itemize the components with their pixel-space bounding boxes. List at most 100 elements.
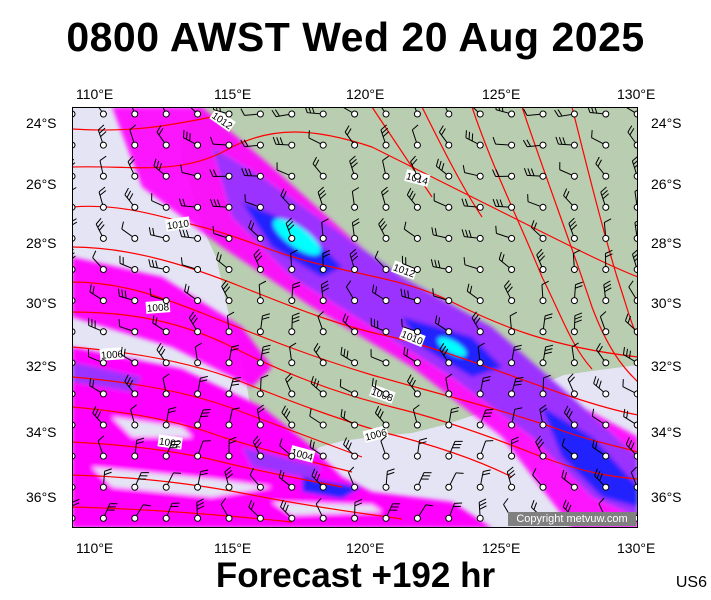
- wind-barb: [162, 472, 182, 491]
- wind-barb: [410, 155, 421, 180]
- wind-barb: [532, 467, 547, 491]
- wind-barb: [253, 248, 264, 273]
- wind-barb: [120, 346, 139, 367]
- lon-label-115-bottom: 115°E: [214, 540, 252, 556]
- wind-barb: [92, 250, 107, 273]
- wind-barb: [127, 155, 139, 180]
- wind-barb: [311, 468, 327, 491]
- wind-barb: [308, 130, 327, 149]
- wind-barb: [374, 250, 390, 273]
- wind-barb: [559, 162, 578, 180]
- model-code: US6: [675, 574, 707, 591]
- map-frame: [72, 107, 638, 528]
- lon-label-120-bottom: 120°E: [346, 540, 385, 556]
- wind-barb: [313, 342, 327, 367]
- wind-barb: [162, 373, 170, 398]
- wind-barb: [561, 438, 578, 460]
- wind-barb: [288, 249, 298, 273]
- wind-barb: [285, 217, 296, 242]
- wind-barb: [351, 218, 360, 242]
- wind-barb: [407, 374, 421, 398]
- wind-barb: [220, 498, 233, 522]
- wind-barb: [240, 108, 264, 118]
- lat-label-32-right: 32°S: [651, 358, 682, 374]
- wind-barb: [241, 168, 264, 180]
- wind-barb: [445, 472, 464, 491]
- wind-barb: [599, 311, 610, 336]
- wind-barb: [178, 229, 202, 242]
- wind-barb: [380, 435, 390, 460]
- wind-barb: [570, 342, 579, 367]
- svg-text:1006: 1006: [101, 349, 124, 362]
- lat-label-28-right: 28°S: [651, 235, 682, 251]
- wind-barb: [413, 504, 434, 522]
- wind-barb: [152, 315, 170, 336]
- lat-label-32-left: 32°S: [26, 358, 57, 374]
- wind-barb: [72, 386, 76, 398]
- wind-barb: [130, 404, 139, 429]
- wind-barb: [131, 437, 145, 460]
- lat-label-30-right: 30°S: [651, 295, 682, 311]
- wind-barb: [194, 342, 203, 367]
- wind-barb: [184, 283, 202, 305]
- wind-barb: [508, 344, 522, 367]
- wind-barb: [224, 466, 233, 491]
- wind-barb: [72, 320, 76, 336]
- lon-label-110-bottom: 110°E: [76, 540, 114, 556]
- wind-barb: [380, 124, 390, 149]
- lon-label-110-top: 110°E: [76, 86, 114, 102]
- wind-barb: [411, 107, 421, 118]
- wind-barb: [72, 286, 76, 305]
- wind-barb: [117, 288, 139, 305]
- wind-barb: [535, 435, 547, 460]
- wind-barb: [162, 440, 180, 460]
- wind-barb: [522, 139, 547, 149]
- wind-barb: [288, 281, 301, 305]
- wind-barb: [461, 229, 484, 242]
- lon-label-130-bottom: 130°E: [617, 540, 656, 556]
- wind-barb: [194, 498, 205, 522]
- wind-barb: [121, 221, 139, 242]
- precip-band-a: [112, 107, 638, 528]
- wind-barb: [288, 312, 300, 336]
- wind-barb: [406, 187, 421, 211]
- wind-barb: [225, 436, 237, 460]
- wind-barb: [188, 311, 202, 336]
- wind-barb: [124, 187, 139, 211]
- wind-barb: [240, 139, 264, 149]
- wind-barb: [349, 248, 359, 273]
- wind-barb: [411, 124, 421, 149]
- wind-barb: [382, 468, 395, 491]
- wind-barb: [561, 469, 578, 491]
- wind-barb: [180, 257, 202, 273]
- svg-text:1010: 1010: [166, 218, 190, 232]
- wind-barb: [119, 255, 139, 273]
- wind-barb: [271, 109, 296, 118]
- wind-barb: [476, 440, 494, 460]
- wind-barb: [148, 259, 170, 273]
- wind-barb: [185, 107, 202, 118]
- wind-barb: [344, 125, 359, 149]
- wind-barb: [476, 498, 487, 522]
- wind-barb: [476, 342, 485, 367]
- wind-barb: [445, 502, 463, 522]
- wind-barb: [508, 407, 523, 429]
- wind-barb: [72, 472, 76, 491]
- isobar-label: 1002: [157, 434, 183, 451]
- wind-barb: [401, 318, 421, 336]
- wind-barb: [461, 198, 484, 211]
- wind-barb: [600, 186, 610, 211]
- wind-barb: [596, 343, 610, 367]
- wind-barb: [432, 288, 453, 305]
- wind-barb: [492, 198, 516, 211]
- wind-barb: [593, 376, 610, 398]
- isobar-label: 1010: [165, 216, 191, 232]
- wind-barb: [554, 109, 578, 118]
- wind-barb: [494, 107, 516, 118]
- weather-map: 1012 1014 1010 1012 1008 1010 1006 1008 …: [72, 107, 638, 528]
- wind-barb: [98, 186, 107, 211]
- wind-barb: [317, 186, 327, 211]
- wind-barb: [194, 375, 208, 398]
- wind-barb: [403, 221, 421, 242]
- lon-label-125-bottom: 125°E: [482, 540, 521, 556]
